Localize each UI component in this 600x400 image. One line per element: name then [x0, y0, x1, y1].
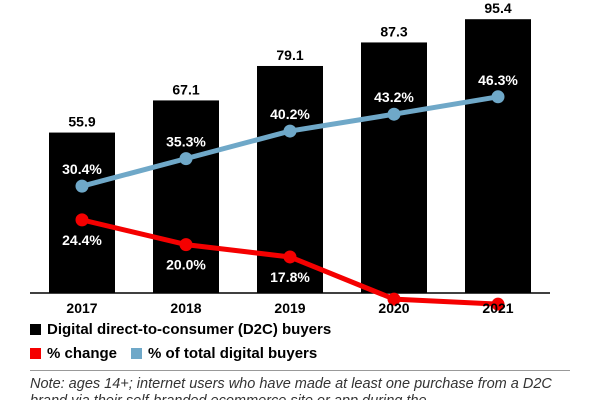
point-percent-total-2018 — [179, 152, 193, 166]
label-percent-change-2019: 17.8% — [270, 269, 310, 285]
bar-value-label-2019: 79.1 — [276, 47, 303, 63]
bars-layer — [30, 19, 550, 294]
bar-2021 — [465, 19, 531, 294]
point-percent-total-2020 — [387, 107, 401, 121]
chart-note: Note: ages 14+; internet users who have … — [30, 376, 552, 400]
legend-label-percent-change: % change — [47, 345, 118, 362]
legend-swatch-percent-change — [30, 348, 41, 359]
bar-value-label-2020: 87.3 — [380, 23, 407, 39]
x-tick-label-2018: 2018 — [170, 300, 201, 316]
point-percent-change-2017 — [75, 213, 89, 227]
label-percent-total-2018: 35.3% — [166, 134, 206, 150]
point-percent-total-2019 — [283, 124, 297, 138]
legend-swatch-d2c-buyers — [30, 324, 41, 335]
label-percent-change-2018: 20.0% — [166, 257, 206, 273]
label-percent-total-2017: 30.4% — [62, 161, 102, 177]
bar-2020 — [361, 42, 427, 293]
x-tick-label-2021: 2021 — [482, 300, 513, 316]
bar-value-label-2021: 95.4 — [484, 0, 511, 16]
label-percent-total-2021: 46.3% — [478, 72, 518, 88]
label-percent-change-2020: 10.3% — [374, 311, 414, 327]
legend-item-percent-total: % of total digital buyers — [131, 345, 317, 362]
note-divider — [30, 370, 570, 371]
point-percent-total-2017 — [75, 179, 89, 193]
label-percent-change-2021: 9.4% — [482, 316, 514, 332]
legend-label-percent-total: % of total digital buyers — [148, 345, 318, 362]
point-percent-change-2021 — [491, 297, 505, 311]
bar-2017 — [49, 132, 115, 293]
point-percent-change-2020 — [387, 292, 401, 306]
legend-row-2: % change % of total digital buyers — [30, 345, 331, 362]
legend-row-1: Digital direct-to-consumer (D2C) buyers — [30, 321, 345, 338]
legend-item-percent-change: % change — [30, 345, 117, 362]
x-tick-label-2020: 2020 — [378, 300, 409, 316]
lines-layer — [75, 90, 505, 311]
legend-swatch-percent-total — [131, 348, 143, 359]
bar-2018 — [153, 100, 219, 293]
bar-value-label-2017: 55.9 — [68, 114, 95, 130]
point-percent-total-2021 — [491, 90, 505, 104]
legend-item-d2c-buyers: Digital direct-to-consumer (D2C) buyers — [30, 321, 331, 338]
point-percent-change-2018 — [179, 238, 193, 252]
point-percent-change-2019 — [283, 250, 297, 264]
legend-label-d2c-buyers: Digital direct-to-consumer (D2C) buyers — [47, 321, 332, 338]
labels-layer: 55.9 2017 67.1 2018 79.1 2019 87.3 2020 95.4 2021… — [62, 0, 518, 332]
label-percent-change-2017: 24.4% — [62, 232, 102, 248]
bar-value-label-2018: 67.1 — [172, 81, 199, 97]
x-tick-label-2019: 2019 — [274, 300, 305, 316]
label-percent-total-2020: 43.2% — [374, 89, 414, 105]
label-percent-total-2019: 40.2% — [270, 106, 310, 122]
x-tick-label-2017: 2017 — [66, 300, 97, 316]
